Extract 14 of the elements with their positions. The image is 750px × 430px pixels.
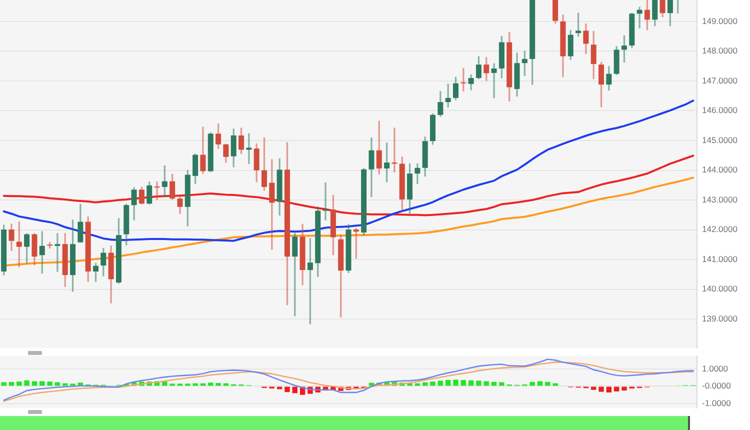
y-tick-label: 144.0000 [702, 164, 738, 175]
y-tick-label: 139.0000 [702, 313, 738, 324]
y-tick-label: 146.0000 [702, 105, 738, 116]
y-tick-label: 143.0000 [702, 194, 738, 204]
y-tick-label: 149.0000 [702, 16, 738, 26]
y-tick-label: 1.0000 [702, 363, 728, 374]
y-tick-label: -0.0000 [702, 380, 732, 391]
y-tick-label: 140.0000 [702, 284, 738, 294]
y-tick-label: 147.0000 [702, 75, 738, 86]
y-tick-label: 141.0000 [702, 254, 738, 264]
y-tick-label: 148.0000 [702, 46, 738, 56]
y-tick-label: 142.0000 [702, 224, 738, 234]
y-tick-label: 145.0000 [702, 134, 738, 145]
y-tick-label: -1.0000 [702, 398, 732, 408]
